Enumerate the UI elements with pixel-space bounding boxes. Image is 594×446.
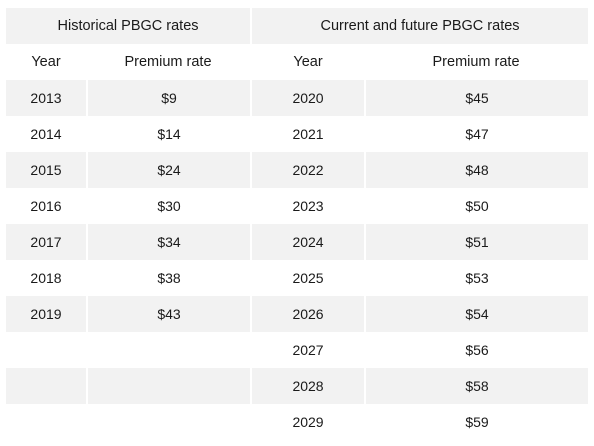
historical-year-cell: 2014 bbox=[30, 126, 62, 142]
historical-rate-cell bbox=[86, 332, 250, 368]
current-rate-cell: $51 bbox=[364, 224, 589, 260]
current-year-cell: 2020 bbox=[250, 80, 365, 116]
current-rate-cell: $48 bbox=[364, 152, 589, 188]
current-future-rates-header: Current and future PBGC rates bbox=[250, 8, 589, 44]
historical-year-cell bbox=[6, 368, 86, 404]
historical-rates-header: Historical PBGC rates bbox=[6, 8, 251, 44]
table-row: 2016 $30 2023 $50 bbox=[6, 188, 588, 224]
historical-rate-cell: $38 bbox=[86, 260, 250, 296]
current-rate-cell: $58 bbox=[364, 368, 589, 404]
table-row: 2018 $38 2025 $53 bbox=[6, 260, 588, 296]
table-row: 2015 $24 2022 $48 bbox=[6, 152, 589, 188]
historical-rate-cell bbox=[86, 404, 250, 440]
table-row: 2017 $34 2024 $51 bbox=[6, 224, 589, 260]
historical-year-cell: 2017 bbox=[6, 224, 86, 260]
table-row: 2014 $14 2021 $47 bbox=[6, 116, 588, 152]
current-premium-rate-header: Premium rate bbox=[364, 44, 589, 80]
historical-year-cell: 2018 bbox=[30, 270, 62, 286]
current-year-cell: 2021 bbox=[250, 116, 364, 152]
historical-rate-cell bbox=[86, 368, 251, 404]
historical-year-header: Year bbox=[6, 44, 86, 80]
historical-rate-cell: $34 bbox=[86, 224, 251, 260]
historical-year-cell: 2015 bbox=[6, 152, 86, 188]
table-row: 2028 $58 bbox=[6, 368, 589, 404]
table-row: 2019 $43 2026 $54 bbox=[6, 296, 589, 332]
historical-year-cell: 2016 bbox=[30, 198, 62, 214]
current-rate-cell: $54 bbox=[364, 296, 589, 332]
current-rate-cell: $56 bbox=[364, 332, 588, 368]
pbgc-rates-table: Historical PBGC rates Current and future… bbox=[6, 8, 589, 440]
current-year-cell: 2025 bbox=[250, 260, 364, 296]
historical-rate-cell: $9 bbox=[86, 80, 251, 116]
historical-year-cell: 2019 bbox=[6, 296, 86, 332]
current-year-cell: 2028 bbox=[250, 368, 365, 404]
historical-premium-rate-header: Premium rate bbox=[86, 44, 251, 80]
historical-rate-cell: $14 bbox=[86, 116, 250, 152]
historical-year-cell bbox=[6, 332, 86, 368]
current-year-cell: 2029 bbox=[250, 404, 364, 440]
historical-rate-cell: $24 bbox=[86, 152, 251, 188]
historical-year-cell: 2013 bbox=[6, 80, 86, 116]
current-year-header: Year bbox=[250, 44, 365, 80]
current-year-cell: 2027 bbox=[250, 332, 364, 368]
historical-rate-cell: $30 bbox=[86, 188, 250, 224]
historical-year-cell bbox=[6, 404, 86, 440]
current-rate-cell: $50 bbox=[364, 188, 588, 224]
current-rate-cell: $45 bbox=[364, 80, 589, 116]
current-year-cell: 2023 bbox=[250, 188, 364, 224]
current-rate-cell: $47 bbox=[364, 116, 588, 152]
current-rate-cell: $59 bbox=[364, 404, 588, 440]
current-year-cell: 2026 bbox=[250, 296, 365, 332]
table-row: 2027 $56 bbox=[6, 332, 588, 368]
table-row: 2029 $59 bbox=[6, 404, 588, 440]
current-year-cell: 2024 bbox=[250, 224, 365, 260]
table-row: 2013 $9 2020 $45 bbox=[6, 80, 589, 116]
current-year-cell: 2022 bbox=[250, 152, 365, 188]
current-rate-cell: $53 bbox=[364, 260, 588, 296]
group-header-row: Historical PBGC rates Current and future… bbox=[6, 8, 589, 44]
column-header-row: Year Premium rate Year Premium rate bbox=[6, 44, 589, 80]
historical-rate-cell: $43 bbox=[86, 296, 251, 332]
